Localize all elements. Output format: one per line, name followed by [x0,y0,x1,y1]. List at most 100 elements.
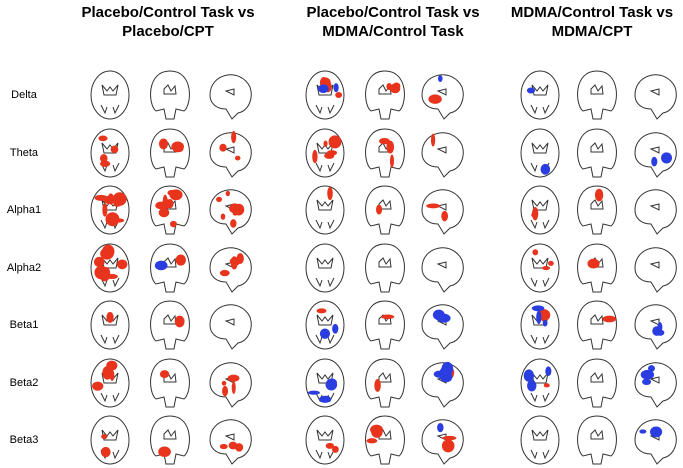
sagittal-outline [634,362,677,408]
activation-blob [375,204,383,215]
coronal-outline [150,358,190,408]
axial-inner [315,199,335,230]
axial-outline [305,300,345,350]
column-header: MDMA/CPT [552,23,633,40]
sagittal-outline [209,189,252,235]
coronal-inner [378,257,392,268]
brain-view [365,70,405,120]
activation-blob [93,256,105,268]
sagittal-outline [634,74,677,120]
activation-blob [169,220,177,228]
activation-blob [113,196,122,207]
activation-blob [175,254,186,266]
brain-view [365,243,405,293]
column-header: MDMA/Control Task vs [511,4,673,21]
activation-blob [523,369,535,382]
brain-view [150,70,190,120]
coronal-outline [577,243,617,293]
activation-blob [642,378,652,386]
activation-blob [332,323,339,334]
brain-view [90,243,130,293]
activation-blob [158,208,170,218]
activation-blob [545,366,552,377]
coronal-inner [590,84,604,95]
activation-blob [317,84,329,94]
activation-blob [647,365,655,372]
brain-view [90,185,130,235]
activation-blob [227,374,240,382]
coronal-inner [378,372,392,383]
activation-blob [159,370,170,379]
activation-blob [439,366,452,379]
coronal-inner [590,372,604,383]
activation-blob [381,314,395,320]
sagittal-outline [421,362,464,408]
axial-outline [305,185,345,235]
activation-blob [650,426,663,438]
brain-view [421,74,464,120]
axial-outline [90,300,130,350]
activation-blob [324,152,335,159]
activation-blob [542,319,548,327]
activation-blob [220,213,226,220]
axial-outline [520,243,560,293]
activation-blob [661,152,673,164]
sagittal-outline [209,247,252,293]
activation-blob [92,381,104,391]
axial-inner [530,257,550,288]
coronal-inner [378,429,392,440]
activation-blob [333,83,339,93]
coronal-inner [163,429,177,440]
brain-view [305,358,345,408]
activation-blob [307,390,320,395]
brain-view [520,358,560,408]
activation-blob [319,395,332,403]
activation-blob [319,328,331,339]
coronal-inner [163,314,177,325]
activation-blob [105,212,120,227]
activation-blob [389,154,395,168]
brain-view [365,358,405,408]
brain-view [421,304,464,350]
coronal-outline [150,185,190,235]
brain-view [305,185,345,235]
activation-blob [100,247,114,260]
axial-inner [315,314,335,345]
axial-outline [90,415,130,465]
activation-blob [437,75,443,82]
activation-blob [426,203,441,209]
brain-view [577,243,617,293]
activation-blob [110,145,119,154]
column-header: Placebo/CPT [122,23,214,40]
row-label: Beta2 [10,377,39,389]
column-header: Placebo/Control Task vs [81,4,254,21]
sagittal-inner [224,146,235,154]
activation-blob [235,443,244,452]
activation-blob [536,310,542,325]
sagittal-inner [649,261,660,269]
axial-outline [520,185,560,235]
coronal-outline [365,185,405,235]
activation-blob [543,383,550,388]
axial-inner [100,84,120,115]
activation-blob [332,445,339,453]
axial-outline [305,243,345,293]
row-label: Delta [11,89,38,101]
sagittal-outline [421,304,464,350]
row-label: Alpha2 [7,262,41,274]
sagittal-inner [649,376,660,384]
coronal-outline [577,300,617,350]
activation-blob [116,259,128,270]
brain-view [634,247,677,293]
coronal-outline [365,415,405,465]
activation-blob [366,438,378,444]
activation-blob [219,269,230,277]
brain-view [520,243,560,293]
activation-blob [655,329,665,336]
activation-blob [236,253,244,264]
activation-blob [233,203,245,216]
coronal-outline [577,415,617,465]
brain-view [577,415,617,465]
coronal-outline [365,243,405,293]
